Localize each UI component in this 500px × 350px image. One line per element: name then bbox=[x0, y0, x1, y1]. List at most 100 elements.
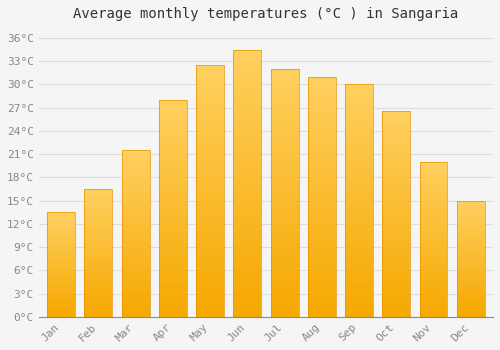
Bar bbox=[122, 242, 150, 244]
Bar bbox=[122, 302, 150, 303]
Bar bbox=[122, 288, 150, 290]
Bar bbox=[47, 293, 75, 294]
Bar bbox=[420, 179, 448, 181]
Bar bbox=[84, 260, 112, 262]
Bar bbox=[234, 242, 262, 245]
Bar bbox=[457, 299, 484, 301]
Bar bbox=[382, 134, 410, 136]
Bar bbox=[196, 307, 224, 309]
Bar bbox=[420, 258, 448, 259]
Bar bbox=[159, 150, 187, 152]
Bar bbox=[159, 132, 187, 135]
Bar bbox=[457, 201, 484, 202]
Bar bbox=[47, 305, 75, 306]
Bar bbox=[234, 215, 262, 218]
Bar bbox=[234, 229, 262, 231]
Bar bbox=[47, 281, 75, 282]
Bar bbox=[308, 127, 336, 130]
Bar bbox=[47, 261, 75, 262]
Bar bbox=[270, 173, 298, 175]
Bar bbox=[159, 275, 187, 278]
Bar bbox=[234, 210, 262, 212]
Bar bbox=[122, 307, 150, 308]
Bar bbox=[457, 259, 484, 260]
Bar bbox=[84, 284, 112, 285]
Bar bbox=[84, 248, 112, 249]
Bar bbox=[196, 314, 224, 317]
Bar bbox=[345, 128, 373, 131]
Bar bbox=[345, 215, 373, 217]
Bar bbox=[47, 262, 75, 264]
Bar bbox=[159, 241, 187, 243]
Bar bbox=[234, 212, 262, 215]
Bar bbox=[345, 117, 373, 119]
Bar bbox=[345, 110, 373, 112]
Bar bbox=[457, 277, 484, 279]
Bar bbox=[84, 282, 112, 284]
Bar bbox=[270, 188, 298, 190]
Bar bbox=[345, 219, 373, 222]
Bar bbox=[270, 292, 298, 294]
Bar bbox=[420, 190, 448, 191]
Bar bbox=[159, 141, 187, 143]
Bar bbox=[270, 228, 298, 230]
Bar bbox=[234, 162, 262, 164]
Bar bbox=[234, 237, 262, 239]
Bar bbox=[159, 143, 187, 146]
Bar bbox=[122, 165, 150, 167]
Bar bbox=[234, 159, 262, 162]
Bar bbox=[122, 297, 150, 299]
Bar bbox=[122, 279, 150, 280]
Bar bbox=[270, 294, 298, 297]
Bar bbox=[47, 298, 75, 299]
Bar bbox=[270, 175, 298, 178]
Bar bbox=[196, 78, 224, 80]
Bar bbox=[234, 293, 262, 295]
Bar bbox=[270, 136, 298, 138]
Bar bbox=[234, 266, 262, 269]
Bar bbox=[382, 138, 410, 140]
Bar bbox=[382, 140, 410, 142]
Bar bbox=[270, 225, 298, 228]
Bar bbox=[345, 161, 373, 163]
Bar bbox=[308, 194, 336, 197]
Bar bbox=[159, 213, 187, 215]
Bar bbox=[270, 153, 298, 156]
Bar bbox=[234, 154, 262, 156]
Bar bbox=[382, 116, 410, 118]
Bar bbox=[47, 299, 75, 300]
Bar bbox=[457, 232, 484, 233]
Bar bbox=[84, 296, 112, 298]
Bar bbox=[159, 302, 187, 304]
Bar bbox=[457, 308, 484, 309]
Bar bbox=[47, 274, 75, 275]
Bar bbox=[270, 260, 298, 262]
Bar bbox=[382, 276, 410, 278]
Bar bbox=[270, 146, 298, 148]
Bar bbox=[159, 243, 187, 245]
Bar bbox=[234, 247, 262, 250]
Bar bbox=[47, 310, 75, 312]
Bar bbox=[345, 212, 373, 215]
Bar bbox=[308, 259, 336, 261]
Bar bbox=[345, 198, 373, 201]
Bar bbox=[122, 214, 150, 215]
Bar bbox=[196, 269, 224, 272]
Bar bbox=[308, 139, 336, 141]
Bar bbox=[382, 267, 410, 270]
Bar bbox=[159, 286, 187, 289]
Bar bbox=[122, 230, 150, 232]
Bar bbox=[270, 277, 298, 280]
Bar bbox=[382, 249, 410, 251]
Bar bbox=[420, 301, 448, 303]
Bar bbox=[234, 295, 262, 298]
Bar bbox=[457, 243, 484, 244]
Bar bbox=[308, 199, 336, 202]
Bar bbox=[234, 298, 262, 301]
Bar bbox=[420, 259, 448, 261]
Bar bbox=[420, 181, 448, 182]
Bar bbox=[159, 234, 187, 237]
Bar bbox=[457, 241, 484, 243]
Bar bbox=[270, 181, 298, 183]
Bar bbox=[270, 186, 298, 188]
